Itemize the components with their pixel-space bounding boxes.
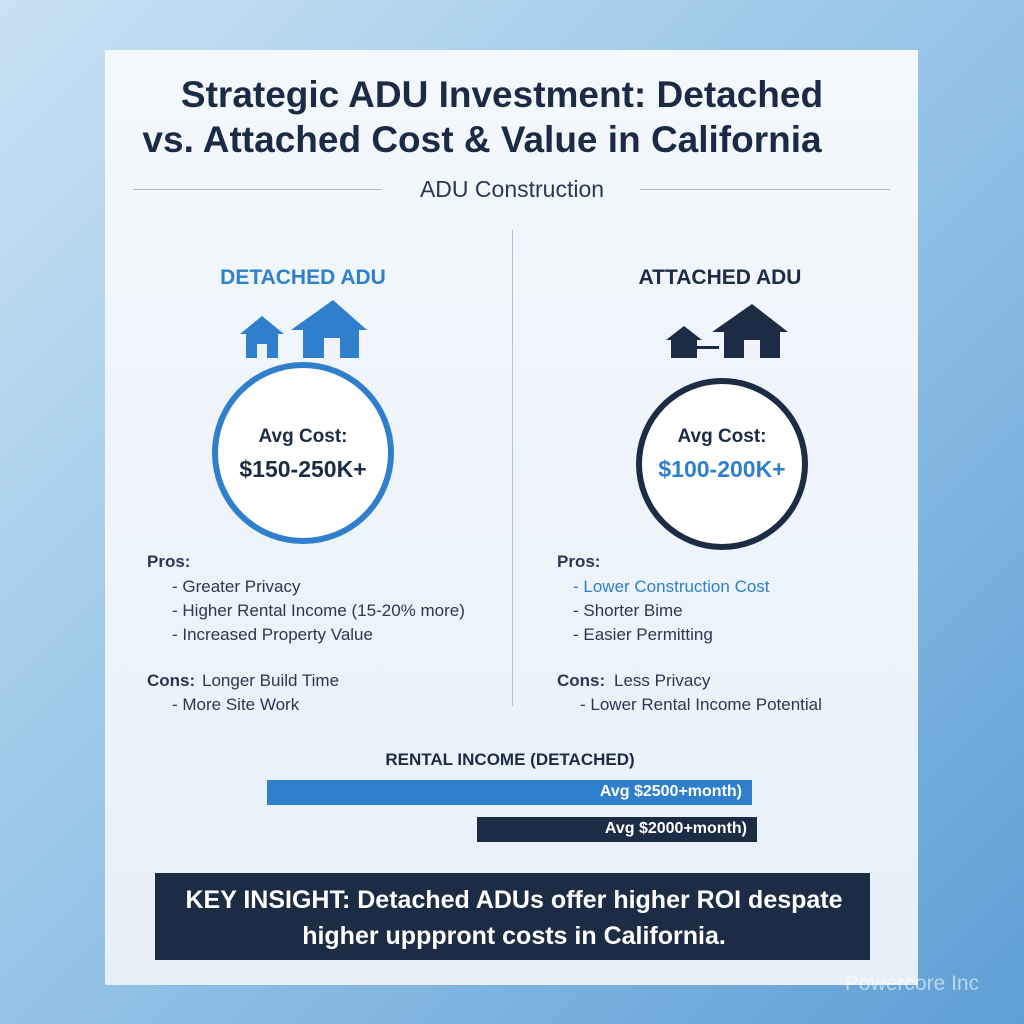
rule [640, 189, 890, 190]
pro: - Lower Construction Cost [573, 577, 770, 596]
cost-value: $100-200K+ [658, 456, 786, 482]
con: - More Site Work [172, 695, 300, 714]
pro: - Increased Property Value [172, 625, 373, 644]
con: Longer Build Time [202, 671, 340, 690]
pro: - Greater Privacy [172, 577, 301, 596]
rental-heading: RENTAL INCOME (DETACHED) [385, 750, 635, 769]
cons-label: Cons: [557, 671, 606, 690]
rule [133, 189, 381, 190]
attached-heading: ATTACHED ADU [638, 266, 802, 289]
insight-box [155, 873, 870, 960]
insight-line: higher upppront costs in California. [302, 922, 726, 950]
divider [512, 230, 513, 706]
cost-circle [636, 378, 808, 550]
cons-label: Cons: [147, 671, 196, 690]
detached-icon [240, 300, 367, 358]
insight-line: KEY INSIGHT: Detached ADUs offer higher … [185, 886, 843, 914]
con: - Lower Rental Income Potential [580, 695, 822, 714]
attached-icon [666, 304, 788, 358]
pro: - Higher Rental Income (15-20% more) [172, 601, 465, 620]
pros-label: Pros: [557, 552, 601, 571]
watermark: Powercore Inc [844, 972, 980, 995]
pro: - Easier Permitting [573, 625, 713, 644]
pro: - Shorter Bime [573, 601, 683, 620]
detached-heading: DETACHED ADU [220, 266, 386, 289]
title-line: vs. Attached Cost & Value in California [142, 119, 822, 160]
rental-bar-label: Avg $2500+month) [599, 783, 742, 800]
subtitle: ADU Construction [419, 176, 605, 202]
rental-bar: Avg $2000+month) [477, 817, 757, 842]
pros-label: Pros: [147, 552, 191, 571]
cost-label: Avg Cost: [258, 426, 348, 447]
cost-value: $150-250K+ [239, 456, 367, 482]
rental-bar: Avg $2500+month) [267, 780, 752, 805]
cost-circle [212, 362, 394, 544]
title-line: Strategic ADU Investment: Detached [180, 74, 824, 115]
cost-label: Avg Cost: [677, 426, 767, 447]
rental-bar-label: Avg $2000+month) [604, 820, 747, 837]
con: Less Privacy [614, 671, 711, 690]
